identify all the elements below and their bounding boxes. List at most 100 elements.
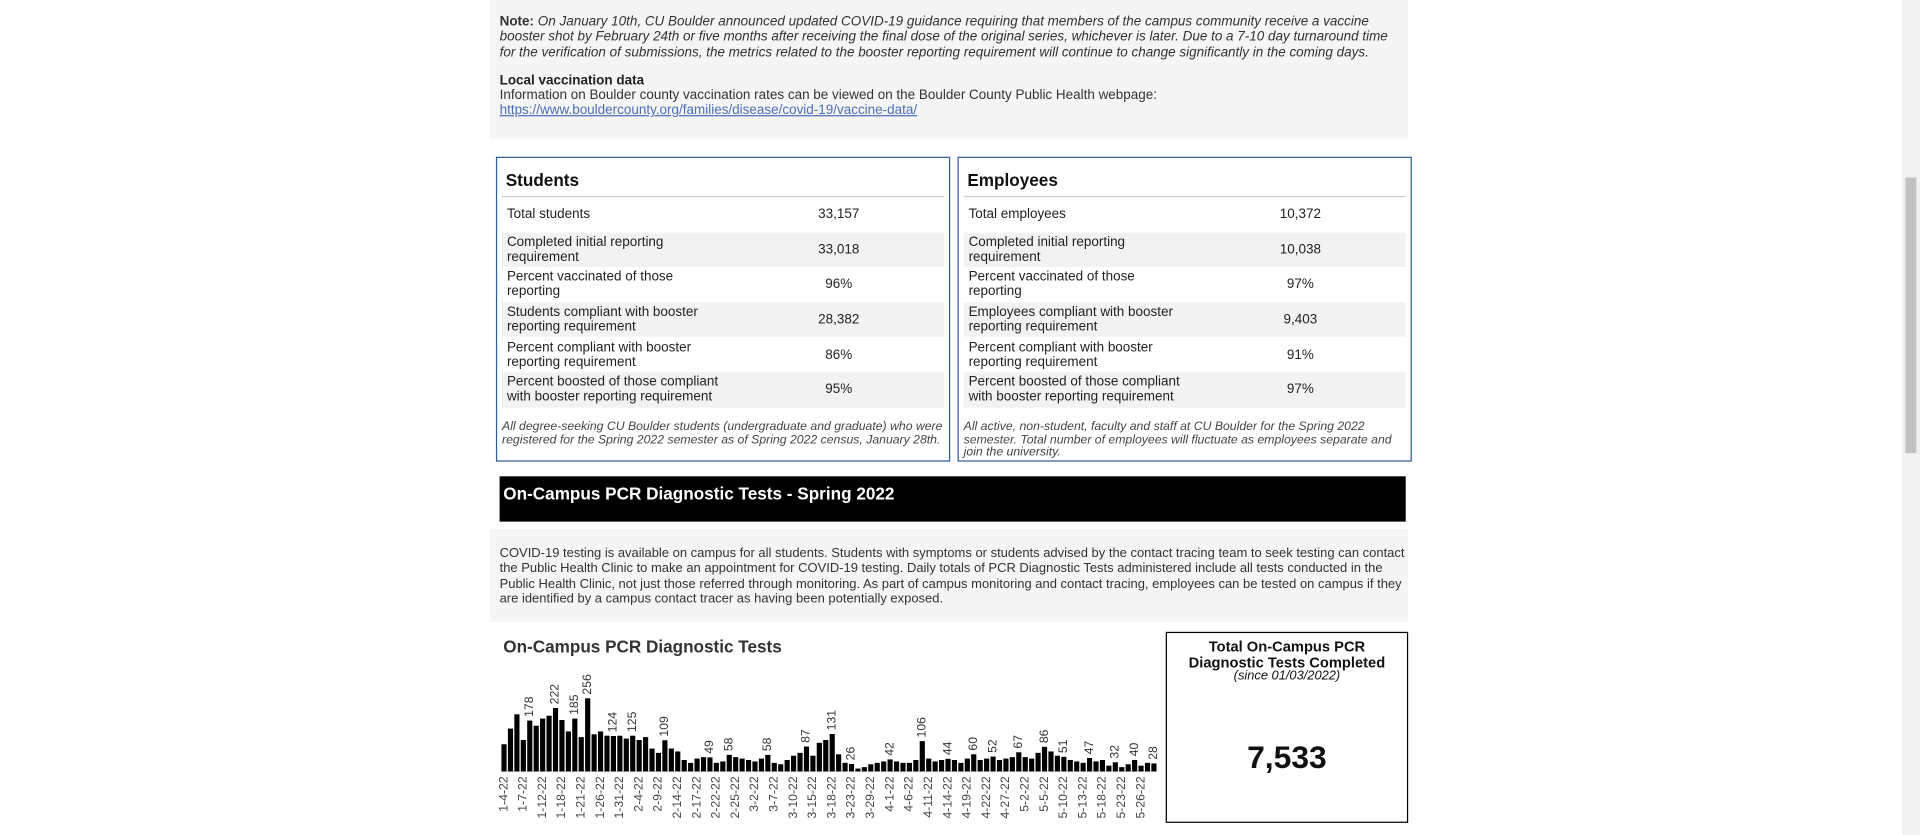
table-row: Percent vaccinated of those reporting 96% — [502, 267, 944, 302]
x-tick-label: 2-14-22 — [670, 776, 684, 818]
bar — [540, 718, 546, 772]
bar — [688, 762, 694, 772]
table-row: Total students 33,157 — [502, 197, 944, 232]
bar — [1125, 764, 1131, 772]
bar — [559, 720, 565, 772]
footnote: All active, non-student, faculty and sta… — [963, 420, 1392, 460]
bar — [700, 757, 707, 772]
bar — [578, 737, 584, 772]
x-tick-label: 1-31-22 — [612, 776, 626, 818]
bar — [996, 760, 1003, 772]
total-card: Total On-Campus PCR Diagnostic Tests Com… — [1165, 631, 1409, 823]
bar — [778, 764, 784, 772]
total-subtitle: (since 01/03/2022) — [1233, 668, 1341, 684]
x-tick-label: 5-13-22 — [1075, 776, 1089, 818]
value-label: 42 — [882, 742, 896, 756]
row-label: Total employees — [968, 207, 1066, 222]
chart: On-Campus PCR Diagnostic Tests 1-4-22 1-7… — [496, 636, 1160, 818]
x-tick-label: 4-19-22 — [960, 776, 974, 818]
value-label: 125 — [625, 711, 639, 732]
x-tick-label: 4-14-22 — [940, 776, 954, 818]
bar — [791, 755, 797, 772]
bar — [1106, 765, 1112, 772]
bar — [823, 740, 829, 772]
bar — [752, 761, 758, 772]
bar — [951, 760, 958, 772]
bar — [520, 740, 526, 772]
x-tick-label: 3-7-22 — [767, 776, 781, 812]
row-label: Employees compliant with booster reporti… — [968, 304, 1173, 335]
bar — [1151, 763, 1157, 772]
bar — [662, 740, 668, 772]
bar — [668, 748, 674, 772]
bar — [1054, 755, 1060, 772]
scroll-thumb[interactable] — [1905, 177, 1917, 454]
row-label: Completed initial reporting requirement — [506, 234, 664, 265]
bar — [913, 760, 919, 772]
bar — [1080, 762, 1086, 772]
x-tick-label: 2-25-22 — [728, 776, 742, 818]
bar — [610, 736, 616, 772]
bar — [887, 759, 893, 772]
bar — [533, 725, 539, 772]
bar — [990, 756, 996, 772]
bar — [507, 728, 514, 772]
bar — [745, 760, 752, 772]
bar — [643, 737, 649, 772]
table-row: Percent compliant with booster reporting… — [502, 337, 944, 372]
bar — [733, 757, 739, 772]
value-label: 60 — [966, 737, 980, 751]
bar — [803, 746, 810, 772]
x-tick-label: 2-4-22 — [631, 776, 645, 812]
bar — [739, 758, 745, 772]
bar — [900, 762, 906, 772]
bar — [572, 718, 578, 772]
x-tick-label: 2-17-22 — [689, 776, 703, 818]
bar — [655, 752, 662, 772]
bar — [585, 698, 591, 772]
x-tick-label: 4-6-22 — [902, 776, 916, 812]
value-label: 178 — [522, 696, 536, 717]
x-tick-label: 3-29-22 — [863, 776, 877, 818]
bar — [874, 762, 880, 772]
total-title: Total On-Campus PCR Diagnostic Tests Com… — [1188, 637, 1386, 671]
bar — [984, 758, 990, 772]
value-label: 52 — [985, 739, 999, 753]
note-text: On January 10th, CU Boulder announced up… — [499, 14, 1388, 60]
row-label: Percent compliant with booster reporting… — [968, 339, 1153, 370]
bar — [1119, 767, 1125, 772]
value-label: 58 — [721, 737, 735, 751]
bar — [958, 762, 964, 772]
section-heading: On-Campus PCR Diagnostic Tests - Spring … — [503, 483, 895, 504]
bar — [1099, 760, 1106, 772]
note-label: Note: — [499, 14, 535, 30]
row-value: 96% — [825, 277, 853, 292]
bar — [604, 735, 610, 772]
value-label: 87 — [799, 729, 813, 743]
bar — [681, 760, 687, 772]
row-label: Percent vaccinated of those reporting — [968, 269, 1135, 300]
bar — [630, 735, 636, 772]
bar — [726, 754, 732, 772]
panel-title: Employees — [967, 170, 1058, 190]
bar — [771, 762, 777, 772]
bar — [713, 762, 719, 772]
value-label: 58 — [760, 737, 774, 751]
vaccine-link[interactable]: https://www.bouldercounty.org/families/d… — [499, 102, 918, 118]
scrollbar[interactable] — [1901, 0, 1920, 835]
row-value: 95% — [825, 382, 853, 398]
row-value: 33,018 — [818, 242, 860, 257]
value-label: 51 — [1056, 739, 1070, 753]
x-tick-label: 5-23-22 — [1114, 776, 1128, 818]
row-label: Percent compliant with booster reporting… — [506, 339, 692, 370]
x-tick-label: 3-15-22 — [805, 776, 819, 818]
bar — [707, 757, 713, 772]
bar — [1138, 765, 1144, 772]
bar — [546, 715, 552, 772]
table-row: Students compliant with booster reportin… — [502, 302, 945, 338]
bar — [617, 735, 623, 772]
bar — [1041, 746, 1048, 772]
students-panel: Students Total students 33,157 Completed in… — [495, 156, 951, 462]
table-row: Percent boosted of those compliant with … — [963, 372, 1406, 408]
